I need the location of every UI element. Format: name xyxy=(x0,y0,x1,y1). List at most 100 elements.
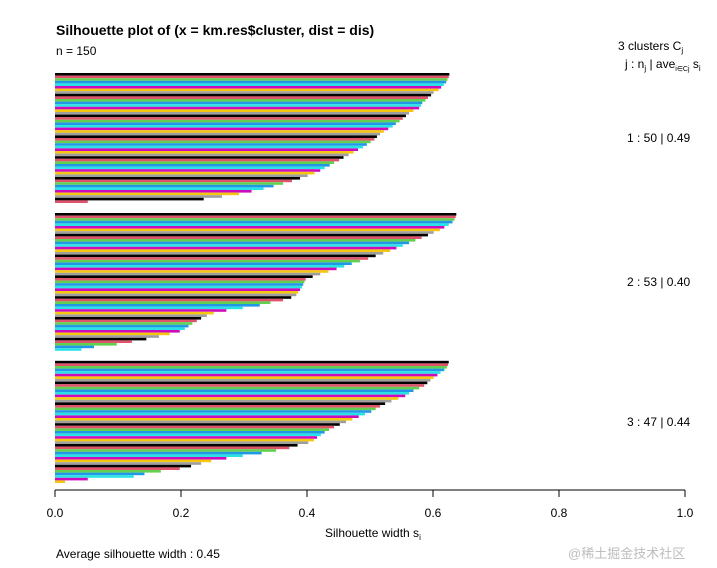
silhouette-bar xyxy=(55,86,442,89)
silhouette-bar xyxy=(55,192,239,196)
bars-group xyxy=(55,73,457,483)
silhouette-bar xyxy=(55,301,271,304)
silhouette-bar xyxy=(55,187,264,190)
silhouette-bar xyxy=(55,135,377,138)
silhouette-bar xyxy=(55,138,375,141)
silhouette-bar xyxy=(55,127,389,131)
silhouette-bar xyxy=(55,322,193,325)
silhouette-bar xyxy=(55,283,304,286)
silhouette-bar xyxy=(55,332,170,336)
silhouette-bar xyxy=(55,394,406,398)
cluster-label: 1 : 50 | 0.49 xyxy=(627,131,690,145)
silhouette-bar xyxy=(55,88,439,92)
silhouette-bar xyxy=(55,278,306,281)
silhouette-bar xyxy=(55,462,202,465)
silhouette-bar xyxy=(55,386,420,390)
silhouette-bar xyxy=(55,239,416,242)
silhouette-bar xyxy=(55,280,305,284)
silhouette-bar xyxy=(55,298,284,302)
silhouette-bar xyxy=(55,449,277,452)
silhouette-bar xyxy=(55,151,354,154)
silhouette-bar xyxy=(55,179,292,183)
x-tick-label: 1.0 xyxy=(677,506,694,520)
watermark-text: @稀土掘金技术社区 xyxy=(568,546,685,561)
silhouette-bar xyxy=(55,446,290,450)
silhouette-bar xyxy=(55,246,397,250)
silhouette-bar xyxy=(55,213,457,216)
silhouette-bar xyxy=(55,441,309,444)
silhouette-bar xyxy=(55,285,302,289)
silhouette-bar xyxy=(55,472,145,476)
silhouette-bar xyxy=(55,381,428,385)
silhouette-bar xyxy=(55,166,325,170)
average-silhouette-text: Average silhouette width : 0.45 xyxy=(56,547,220,561)
silhouette-bar xyxy=(55,327,185,330)
silhouette-bar xyxy=(55,389,414,392)
silhouette-bar xyxy=(55,428,330,431)
silhouette-bar xyxy=(55,343,117,346)
silhouette-bar xyxy=(55,73,450,76)
silhouette-bar xyxy=(55,80,447,84)
silhouette-bar xyxy=(55,376,434,379)
silhouette-bar xyxy=(55,174,308,177)
silhouette-bar xyxy=(55,270,329,273)
silhouette-bar xyxy=(55,153,349,157)
silhouette-bar xyxy=(55,330,180,333)
silhouette-bar xyxy=(55,275,313,278)
x-tick-label: 0.8 xyxy=(551,506,568,520)
silhouette-bar xyxy=(55,363,449,366)
silhouette-bar xyxy=(55,345,95,349)
silhouette-bar xyxy=(55,319,197,323)
silhouette-bar xyxy=(55,335,159,338)
silhouette-bar xyxy=(55,96,428,99)
silhouette-bar xyxy=(55,324,189,328)
silhouette-bar xyxy=(55,101,423,105)
silhouette-bar xyxy=(55,244,403,247)
silhouette-bar xyxy=(55,402,386,405)
silhouette-bar xyxy=(55,438,314,442)
silhouette-bar xyxy=(55,75,449,79)
silhouette-bar xyxy=(55,78,448,81)
x-tick-label: 0.4 xyxy=(299,506,316,520)
silhouette-bar xyxy=(55,306,243,310)
x-tick-label: 0.2 xyxy=(173,506,190,520)
silhouette-bar xyxy=(55,451,262,455)
silhouette-bar xyxy=(55,257,369,260)
silhouette-bar xyxy=(55,415,359,418)
silhouette-bar xyxy=(55,83,444,86)
silhouette-bar xyxy=(55,112,410,115)
cluster-labels-group: 1 : 50 | 0.49 2 : 53 | 0.40 3 : 47 | 0.44 xyxy=(627,131,690,429)
silhouette-bar xyxy=(55,480,66,483)
silhouette-bar xyxy=(55,148,359,151)
silhouette-bar xyxy=(55,311,214,315)
silhouette-bar xyxy=(55,106,420,110)
silhouette-bar xyxy=(55,190,252,193)
silhouette-bar xyxy=(55,267,337,271)
chart-title: Silhouette plot of (x = km.res$cluster, … xyxy=(56,22,374,38)
silhouette-bar xyxy=(55,373,438,377)
cluster-label: 2 : 53 | 0.40 xyxy=(627,275,690,289)
silhouette-bar xyxy=(55,200,88,203)
silhouette-bar xyxy=(55,457,227,460)
n-label: n = 150 xyxy=(56,44,97,58)
silhouette-bar xyxy=(55,220,453,224)
silhouette-bar xyxy=(55,117,403,120)
silhouette-bar xyxy=(55,231,434,234)
silhouette-bar xyxy=(55,215,456,219)
silhouette-bar xyxy=(55,143,367,146)
legend-header-line2: j : nj | avei∈Cj si xyxy=(624,57,701,73)
silhouette-bar xyxy=(55,360,449,364)
silhouette-bar xyxy=(55,423,340,426)
silhouette-bar xyxy=(55,156,344,159)
silhouette-bar xyxy=(55,420,347,424)
silhouette-bar xyxy=(55,265,345,268)
cluster-label: 3 : 47 | 0.44 xyxy=(627,415,690,429)
silhouette-bar xyxy=(55,454,243,457)
silhouette-bar xyxy=(55,132,381,136)
x-axis-ticks: 0.0 0.2 0.4 0.6 0.8 1.0 xyxy=(47,490,694,520)
silhouette-bar xyxy=(55,405,381,408)
silhouette-bar xyxy=(55,444,298,447)
silhouette-bar xyxy=(55,241,410,245)
silhouette-bar xyxy=(55,418,353,421)
silhouette-bar xyxy=(55,431,325,434)
